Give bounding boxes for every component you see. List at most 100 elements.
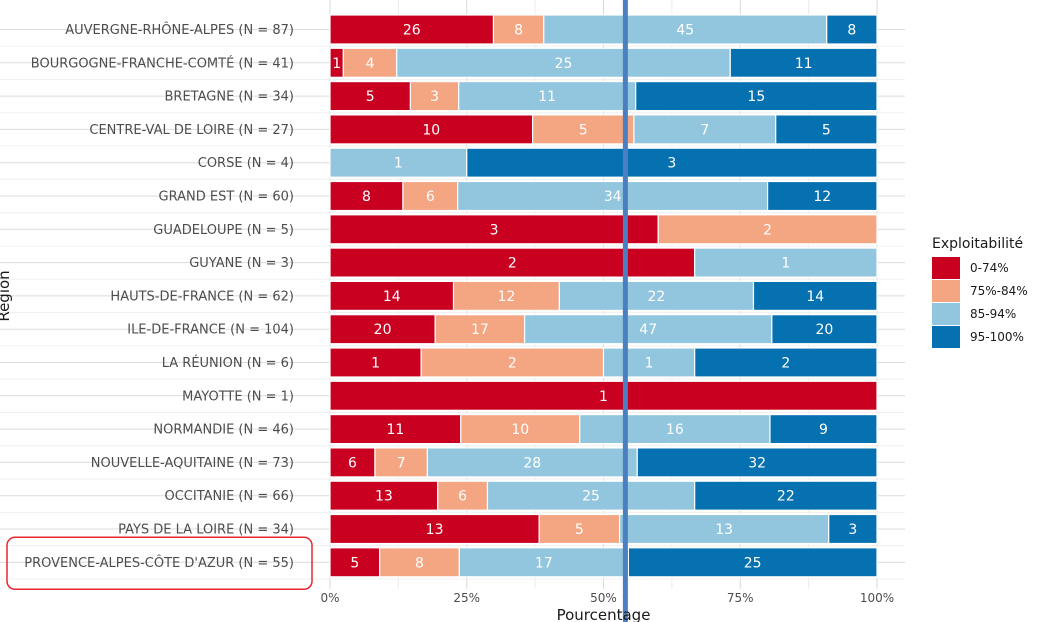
data-label: 7	[700, 122, 709, 138]
bar-segment	[329, 513, 540, 545]
data-label: 25	[555, 56, 573, 72]
category-label: NORMANDIE (N = 46)	[153, 423, 294, 438]
bar-segment	[342, 47, 398, 78]
bar-segment	[402, 180, 459, 212]
data-label: 3	[667, 156, 676, 172]
category-label: HAUTS-DE-FRANCE (N = 62)	[110, 289, 294, 304]
data-label: 1	[394, 156, 403, 172]
bar-segment	[602, 347, 696, 378]
bar-segment	[636, 447, 878, 478]
data-label: 10	[422, 122, 440, 138]
x-tick-label: 0%	[320, 591, 339, 605]
bar-segment	[752, 280, 878, 311]
bar-segment	[329, 80, 412, 112]
category-label: CORSE (N = 4)	[198, 156, 294, 171]
bar-segment	[457, 180, 769, 212]
legend-swatch	[932, 303, 960, 325]
data-label: 47	[639, 322, 657, 338]
y-axis-title: Région	[0, 270, 13, 321]
bar-segment	[635, 80, 878, 112]
data-label: 14	[806, 289, 824, 305]
data-label: 1	[781, 256, 790, 272]
legend-swatch	[932, 257, 960, 279]
bar-segment	[458, 547, 629, 578]
bar-segment	[458, 80, 637, 112]
data-label: 17	[471, 322, 489, 338]
category-label: MAYOTTE (N = 1)	[182, 389, 294, 404]
bar-segment	[627, 547, 878, 578]
data-label: 8	[847, 23, 856, 39]
bar-segment	[538, 513, 621, 545]
bar-segment	[329, 114, 534, 145]
category-label: CENTRE-VAL DE LOIRE (N = 27)	[89, 123, 294, 138]
data-label: 20	[374, 322, 392, 338]
data-label: 22	[777, 489, 795, 505]
data-label: 20	[815, 322, 833, 338]
x-tick-label: 25%	[453, 591, 480, 605]
bar-segment	[460, 414, 581, 445]
bar-segment	[657, 214, 878, 245]
data-label: 22	[648, 289, 666, 305]
data-label: 5	[579, 122, 588, 138]
data-label: 11	[795, 56, 813, 72]
data-label: 25	[744, 555, 762, 571]
category-label: ILE-DE-FRANCE (N = 104)	[127, 323, 294, 338]
bar-segment	[426, 447, 638, 478]
bar-segment	[775, 114, 878, 145]
bar-segment	[694, 247, 878, 278]
bar-segment	[329, 480, 439, 511]
data-label: 2	[763, 222, 772, 238]
bar-segment	[329, 347, 422, 378]
data-label: 13	[426, 522, 444, 538]
data-label: 45	[676, 23, 694, 39]
category-label: BRETAGNE (N = 34)	[165, 90, 294, 105]
bar-segment	[729, 47, 878, 78]
bar-segment	[329, 280, 455, 311]
bar-segment	[329, 147, 468, 178]
data-label: 5	[822, 122, 831, 138]
legend-label: 85-94%	[970, 307, 1016, 321]
legend-label: 75%-84%	[970, 284, 1028, 298]
data-label: 4	[366, 56, 375, 72]
data-label: 13	[715, 522, 733, 538]
data-label: 1	[599, 389, 608, 405]
data-label: 6	[348, 455, 357, 471]
bar-segment	[524, 314, 773, 345]
category-label: LA RÉUNION (N = 6)	[162, 355, 294, 371]
category-label: GRAND EST (N = 60)	[159, 190, 294, 205]
bar-segment	[329, 314, 436, 345]
category-label: GUYANE (N = 3)	[189, 256, 294, 271]
category-labels-layer: AUVERGNE-RHÔNE-ALPES (N = 87) BOURGOGNE-F…	[24, 22, 294, 571]
category-label: GUADELOUPE (N = 5)	[153, 223, 294, 238]
data-label: 8	[362, 189, 371, 205]
data-label: 2	[781, 356, 790, 372]
data-label: 3	[490, 222, 499, 238]
legend-label: 0-74%	[970, 261, 1009, 275]
data-label: 6	[426, 189, 435, 205]
bar-segment	[434, 314, 526, 345]
category-label: AUVERGNE-RHÔNE-ALPES (N = 87)	[65, 22, 294, 38]
legend-label: 95-100%	[970, 330, 1024, 344]
data-label: 2	[508, 256, 517, 272]
data-label: 10	[511, 422, 529, 438]
data-label: 8	[514, 23, 523, 39]
legend: Exploitabilité 0-74% 75%-84% 85-94% 95-100%	[932, 236, 1028, 348]
bar-segment	[531, 114, 635, 145]
data-label: 25	[582, 489, 600, 505]
data-label: 1	[332, 56, 341, 72]
legend-items: 0-74% 75%-84% 85-94% 95-100%	[932, 257, 1028, 348]
category-label: PAYS DE LA LOIRE (N = 34)	[118, 523, 294, 538]
data-label: 26	[403, 23, 421, 39]
bar-segment	[694, 480, 878, 511]
bar-segment	[452, 280, 560, 311]
bar-segment	[486, 480, 696, 511]
x-tick-label: 75%	[727, 591, 754, 605]
legend-swatch	[932, 326, 960, 348]
bar-segment	[828, 513, 878, 545]
category-label: NOUVELLE-AQUITAINE (N = 73)	[91, 456, 294, 471]
bar-segment	[579, 414, 771, 445]
data-label: 3	[430, 89, 439, 105]
category-label: BOURGOGNE-FRANCHE-COMTÉ (N = 41)	[31, 55, 294, 71]
data-label: 16	[666, 422, 684, 438]
